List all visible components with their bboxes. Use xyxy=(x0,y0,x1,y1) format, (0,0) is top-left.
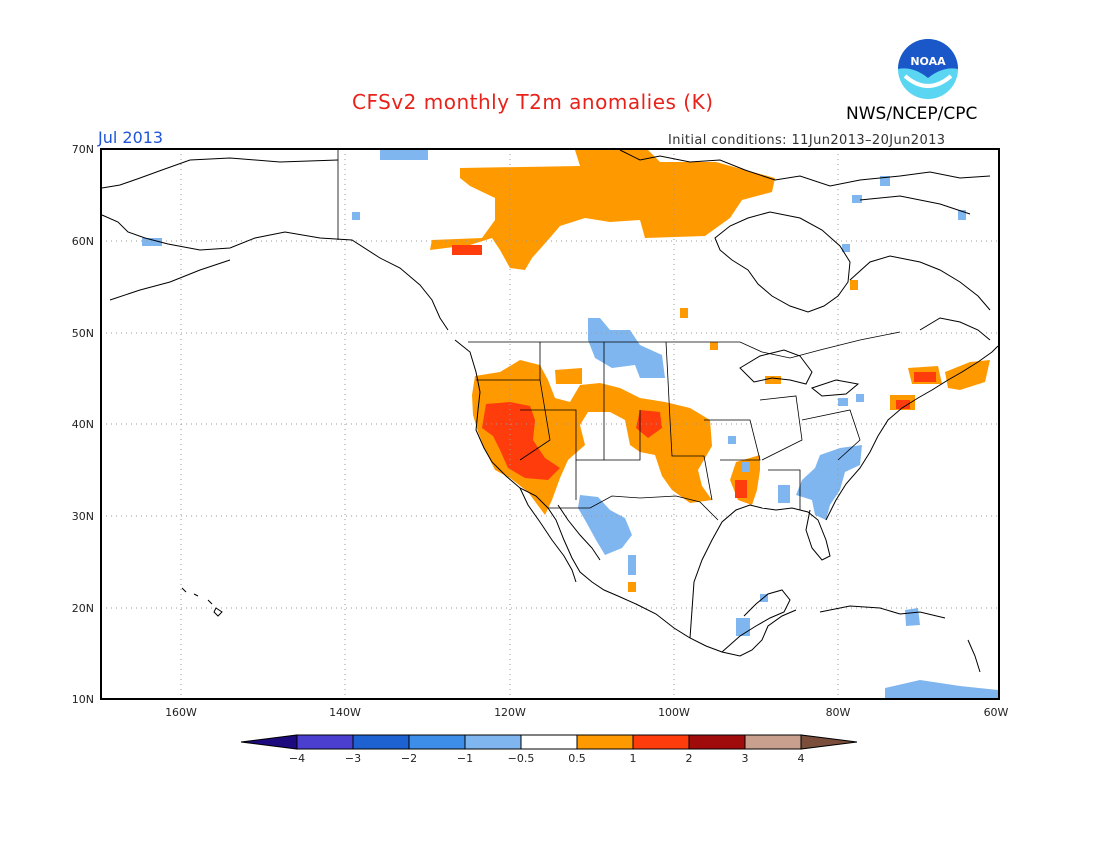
lon-label-100w: 100W xyxy=(658,706,690,719)
colorbar-arrow-low xyxy=(240,734,298,750)
lat-label-10n: 10N xyxy=(72,693,94,706)
colorbar-tick-label: 1 xyxy=(630,752,637,765)
lon-label-160w: 160W xyxy=(165,706,197,719)
colorbar-swatch xyxy=(408,734,466,750)
coastlines xyxy=(101,149,999,673)
forecast-month: Jul 2013 xyxy=(98,128,164,147)
graticule xyxy=(101,149,999,699)
lon-label-80w: 80W xyxy=(826,706,851,719)
colorbar-swatch xyxy=(576,734,634,750)
colorbar-swatch xyxy=(296,734,354,750)
lat-label-40n: 40N xyxy=(72,418,94,431)
noaa-logo: NOAA xyxy=(898,39,958,99)
lat-label-60n: 60N xyxy=(72,235,94,248)
lat-label-70n: 70N xyxy=(72,143,94,156)
colorbar-swatch xyxy=(632,734,690,750)
colorbar-tick-label: −1 xyxy=(457,752,473,765)
colorbar-swatch xyxy=(464,734,522,750)
lat-label-50n: 50N xyxy=(72,327,94,340)
colorbar-tick-label: −2 xyxy=(401,752,417,765)
map-frame xyxy=(100,148,1000,700)
colorbar-arrow-high xyxy=(800,734,858,750)
colorbar-tick-label: −4 xyxy=(289,752,305,765)
colorbar-swatch xyxy=(744,734,802,750)
colorbar-tick-label: −3 xyxy=(345,752,361,765)
agency-name: NWS/NCEP/CPC xyxy=(846,104,978,124)
colorbar-swatch xyxy=(688,734,746,750)
colorbar-tick-label: 0.5 xyxy=(568,752,586,765)
noaa-logo-text: NOAA xyxy=(910,55,946,68)
warm-anomaly-fills xyxy=(430,150,990,592)
colorbar-tick-label: −0.5 xyxy=(508,752,535,765)
longitude-labels: 160W 140W 120W 100W 80W 60W xyxy=(165,706,1008,719)
colorbar-tick-label: 4 xyxy=(798,752,805,765)
colorbar-tick-label: 2 xyxy=(686,752,693,765)
initial-conditions: Initial conditions: 11Jun2013–20Jun2013 xyxy=(668,133,946,148)
colorbar-swatch xyxy=(352,734,410,750)
lon-label-140w: 140W xyxy=(329,706,361,719)
colorbar-swatch xyxy=(520,734,578,750)
lon-label-60w: 60W xyxy=(984,706,1009,719)
latitude-labels: 70N 60N 50N 40N 30N 20N 10N xyxy=(72,143,94,706)
colorbar: −4 −3 −2 −1 −0.5 0.5 1 2 3 4 xyxy=(240,734,858,765)
lat-label-20n: 20N xyxy=(72,602,94,615)
lon-label-120w: 120W xyxy=(494,706,526,719)
lat-label-30n: 30N xyxy=(72,510,94,523)
map-title: CFSv2 monthly T2m anomalies (K) xyxy=(352,90,714,114)
political-boundaries xyxy=(337,149,901,521)
colorbar-tick-label: 3 xyxy=(742,752,749,765)
